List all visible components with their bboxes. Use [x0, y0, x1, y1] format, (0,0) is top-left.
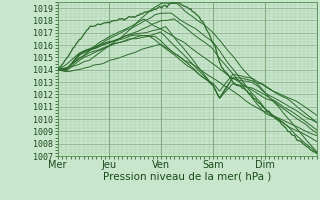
- X-axis label: Pression niveau de la mer( hPa ): Pression niveau de la mer( hPa ): [103, 172, 271, 182]
